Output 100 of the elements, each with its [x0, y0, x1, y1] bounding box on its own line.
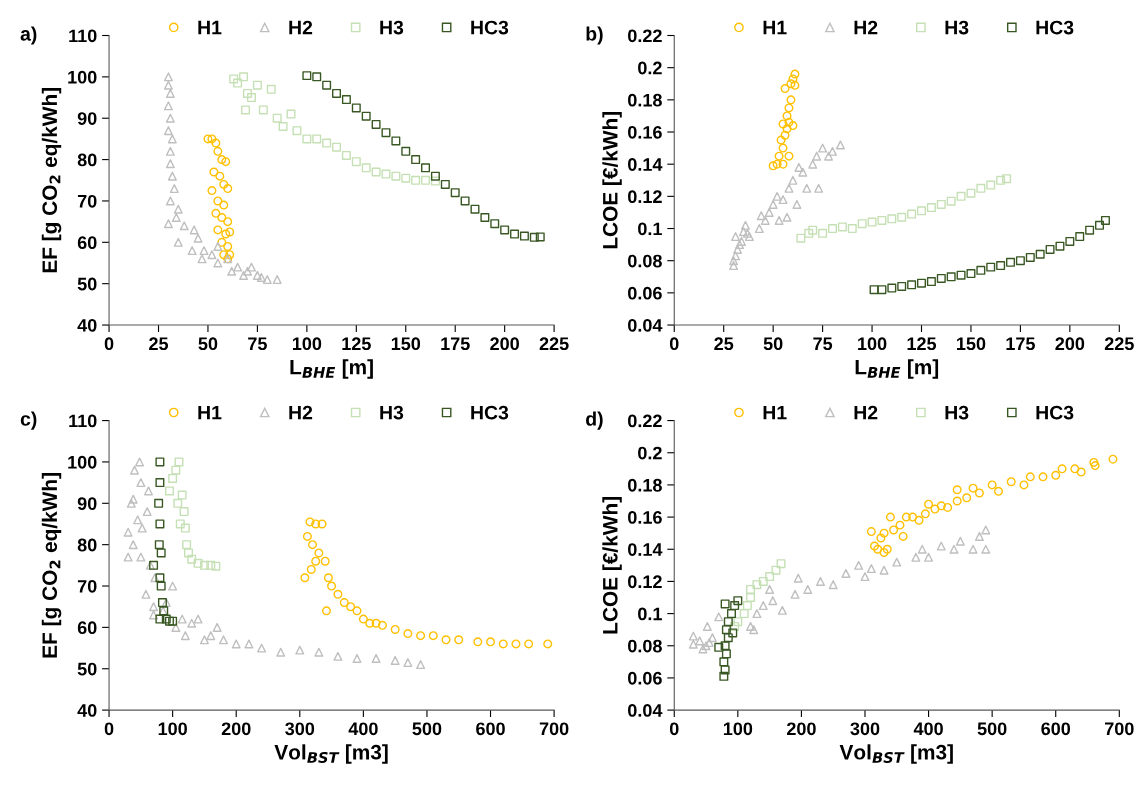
- x-tick-label: 200: [786, 722, 816, 736]
- x-tick-label: 125: [342, 337, 371, 351]
- x-tick-label: 50: [763, 337, 783, 351]
- x-tick-label: 200: [490, 337, 519, 351]
- x-tick-label: 200: [221, 722, 251, 736]
- y-tick-label: 0.16: [628, 125, 662, 139]
- y-tick-label: 80: [77, 538, 97, 552]
- y-tick-label: 70: [77, 194, 97, 208]
- x-axis-title: Vol$_{BST}$ [m3]: [839, 744, 953, 764]
- y-tick-label: 0.22: [628, 29, 662, 43]
- legend-label: HC3: [471, 20, 509, 35]
- y-tick-label: 0.16: [628, 511, 662, 524]
- y-axis-title: EF [g CO$_{2}$ eq/kWh]: [41, 88, 62, 273]
- legend-label: H2: [289, 405, 313, 420]
- legend-label: H3: [945, 405, 969, 420]
- legend-label: HC3: [1036, 20, 1074, 35]
- x-tick-label: 100: [158, 722, 187, 736]
- x-tick-label: 225: [539, 337, 569, 351]
- y-tick-label: 0.18: [628, 93, 662, 107]
- legend-label: H3: [945, 20, 969, 35]
- x-tick-label: 125: [907, 337, 937, 351]
- y-tick-label: 0.2: [638, 446, 662, 460]
- y-tick-label: 100: [68, 455, 97, 469]
- y-tick-label: 0.18: [628, 478, 662, 492]
- x-tick-label: 0: [669, 722, 679, 736]
- legend-label: H3: [380, 20, 404, 35]
- y-tick-label: 60: [77, 236, 97, 250]
- chart-title: b): [586, 26, 603, 45]
- x-tick-label: 25: [149, 337, 169, 351]
- y-tick-label: 0.22: [628, 414, 662, 428]
- y-tick-label: 0.06: [628, 286, 662, 300]
- chart-title: a): [20, 26, 37, 45]
- x-tick-label: 25: [714, 337, 734, 351]
- chart-title: d): [586, 411, 603, 430]
- y-tick-label: 100: [68, 70, 97, 84]
- y-tick-label: 0.2: [638, 61, 662, 75]
- y-tick-label: 50: [77, 662, 97, 676]
- y-tick-label: 0.04: [628, 704, 663, 717]
- x-axis-title: L$_{BHE}$ [m]: [290, 359, 373, 379]
- x-tick-label: 175: [1006, 337, 1035, 351]
- y-tick-label: 0.08: [628, 254, 662, 268]
- x-tick-label: 100: [723, 722, 753, 736]
- x-tick-label: 300: [285, 722, 315, 736]
- legend-label: H1: [763, 20, 787, 35]
- x-tick-label: 500: [977, 722, 1007, 736]
- x-tick-label: 600: [476, 722, 505, 736]
- y-tick-label: 0.14: [628, 543, 663, 556]
- x-tick-label: 500: [412, 722, 442, 736]
- x-tick-label: 700: [1105, 722, 1134, 736]
- legend-label: H3: [380, 405, 404, 420]
- x-tick-label: 150: [391, 337, 421, 351]
- x-tick-label: 300: [850, 722, 880, 736]
- x-axis-title: L$_{BHE}$ [m]: [855, 359, 939, 379]
- legend-label: H1: [198, 20, 222, 35]
- x-tick-label: 75: [248, 337, 267, 351]
- legend-label: H2: [854, 405, 878, 420]
- x-tick-label: 400: [348, 722, 378, 736]
- y-axis-title: EF [g CO$_{2}$ eq/kWh]: [41, 473, 62, 658]
- x-tick-label: 400: [913, 722, 943, 736]
- y-tick-label: 0.04: [628, 318, 663, 332]
- y-tick-label: 70: [77, 579, 97, 593]
- y-tick-label: 110: [69, 414, 97, 428]
- y-tick-label: 0.06: [628, 671, 662, 685]
- legend-label: H1: [198, 405, 222, 420]
- x-tick-label: 75: [813, 337, 833, 351]
- y-tick-label: 110: [69, 29, 97, 43]
- x-tick-label: 700: [539, 722, 569, 736]
- y-tick-label: 0.1: [638, 607, 662, 621]
- y-tick-label: 0.12: [628, 190, 662, 204]
- x-tick-label: 225: [1104, 337, 1134, 351]
- y-tick-label: 90: [77, 112, 97, 125]
- x-tick-label: 50: [198, 337, 218, 351]
- y-tick-label: 0.12: [628, 575, 662, 589]
- x-tick-label: 175: [441, 337, 470, 351]
- y-tick-label: 60: [77, 621, 97, 635]
- chart-title: c): [20, 411, 37, 430]
- x-tick-label: 200: [1055, 337, 1085, 351]
- x-axis-title: Vol$_{BST}$ [m3]: [274, 744, 388, 764]
- y-axis-title: LCOE [€/kWh]: [602, 111, 622, 249]
- y-tick-label: 0.14: [628, 158, 663, 171]
- y-tick-label: 80: [77, 153, 97, 167]
- legend-label: H1: [763, 405, 787, 420]
- y-tick-label: 0.08: [628, 639, 662, 653]
- y-tick-label: 50: [77, 277, 97, 291]
- y-tick-label: 40: [77, 318, 97, 332]
- x-tick-label: 100: [858, 337, 887, 351]
- y-tick-label: 0.1: [638, 222, 662, 236]
- y-axis-title: LCOE [€/kWh]: [602, 497, 622, 634]
- legend-label: HC3: [1036, 405, 1074, 420]
- x-tick-label: 0: [104, 337, 114, 351]
- y-tick-label: 90: [77, 497, 97, 511]
- legend-label: H2: [854, 20, 878, 35]
- x-tick-label: 100: [292, 337, 322, 351]
- legend-label: H2: [289, 20, 313, 35]
- y-tick-label: 40: [77, 704, 97, 717]
- x-tick-label: 600: [1041, 722, 1071, 736]
- x-tick-label: 0: [104, 722, 114, 736]
- x-tick-label: 150: [957, 337, 986, 351]
- x-tick-label: 0: [669, 337, 679, 351]
- legend-label: HC3: [471, 405, 509, 420]
